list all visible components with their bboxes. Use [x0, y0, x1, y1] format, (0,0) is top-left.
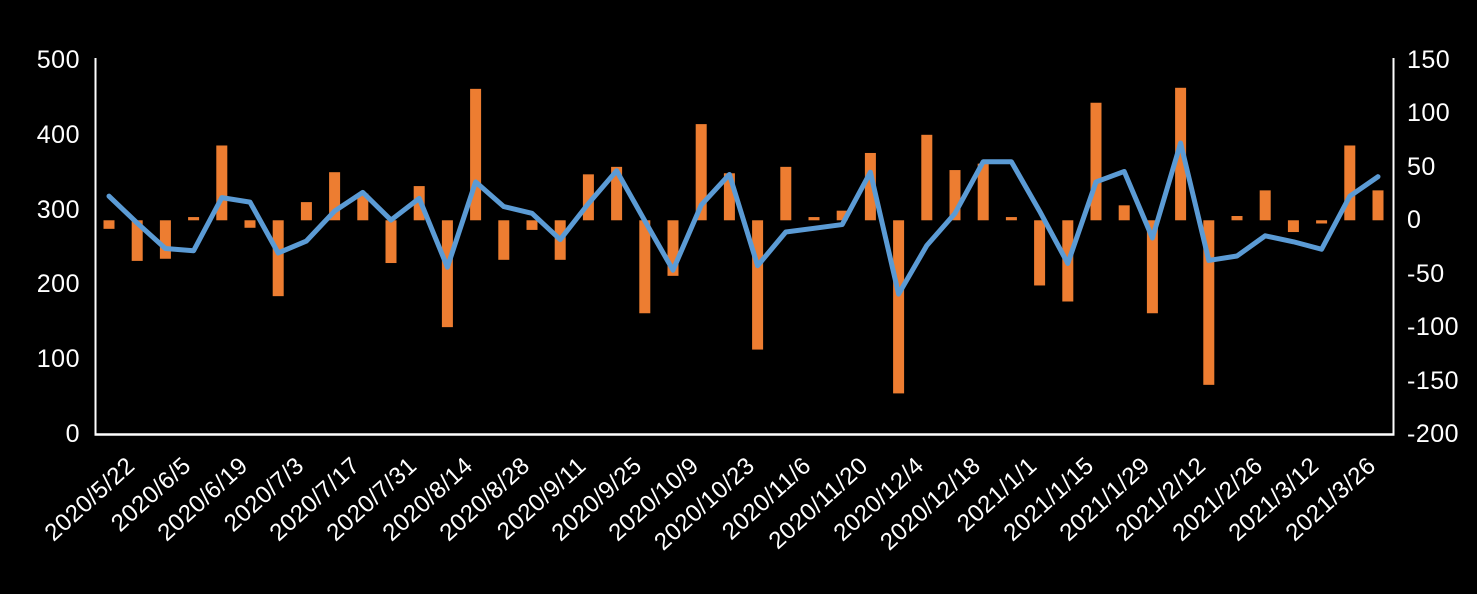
bar-2021/3/19 [1316, 220, 1328, 224]
bar-2021/3/12 [1287, 220, 1299, 233]
right-axis-tick--100: -100 [1407, 313, 1460, 342]
bar-2020/8/21 [470, 88, 482, 221]
bar-2021/2/12 [1175, 87, 1187, 221]
bar-2020/12/4 [893, 220, 905, 394]
right-axis-tick-0: 0 [1407, 206, 1422, 235]
right-axis-tick--200: -200 [1407, 420, 1460, 448]
left-axis-tick-500: 500 [36, 46, 80, 74]
bar-2020/11/27 [864, 152, 876, 221]
bar-2020/12/25 [977, 163, 989, 221]
bar-2020/5/22 [103, 220, 115, 229]
line-series [106, 140, 1381, 297]
bar-2020/9/25 [611, 166, 623, 221]
bar-2020/8/28 [498, 220, 510, 260]
bar-2020/10/30 [752, 220, 764, 350]
bar-2020/8/14 [441, 220, 453, 328]
bar-2021/1/22 [1090, 102, 1102, 221]
bar-2020/9/4 [526, 220, 538, 230]
right-axis-tick-150: 150 [1407, 46, 1451, 74]
bar-2020/7/10 [300, 202, 312, 221]
bar-2021/1/1 [1005, 217, 1017, 221]
right-axis-tick--50: -50 [1407, 259, 1445, 288]
left-axis-tick-400: 400 [36, 120, 80, 149]
bar-2020/12/18 [949, 170, 961, 221]
bar-2020/6/12 [188, 217, 200, 221]
bar-2020/9/18 [582, 174, 594, 221]
right-axis-tick-100: 100 [1407, 99, 1451, 128]
bar-2020/10/2 [639, 220, 651, 314]
left-axis-tick-0: 0 [65, 420, 80, 448]
bar-2020/11/20 [836, 210, 848, 221]
bar-2021/3/26 [1344, 145, 1356, 221]
left-axis-tick-200: 200 [36, 270, 80, 299]
bar-2020/7/24 [357, 193, 369, 221]
bar-2020/11/13 [808, 217, 820, 221]
bar-2021/1/8 [1034, 220, 1046, 286]
bar-2020/11/6 [780, 166, 792, 221]
bar-2020/10/9 [667, 220, 679, 276]
bar-2020/5/29 [131, 220, 143, 261]
bar-2020/6/5 [159, 220, 171, 259]
bar-2020/6/26 [244, 220, 256, 228]
left-axis-tick-100: 100 [36, 345, 80, 374]
bar-2021/4/2 [1372, 190, 1384, 221]
right-axis-tick-50: 50 [1407, 152, 1436, 181]
bar-2021/2/19 [1203, 220, 1215, 385]
bar-2020/7/3 [272, 220, 284, 297]
bar-2021/1/29 [1118, 205, 1130, 221]
bar-2021/2/26 [1231, 216, 1243, 221]
bar-2020/7/31 [385, 220, 397, 264]
bar-2020/6/19 [216, 145, 228, 221]
left-axis-tick-300: 300 [36, 195, 80, 224]
bar-2020/12/11 [921, 134, 933, 221]
bar-2021/3/5 [1259, 190, 1271, 221]
bar-2021/2/5 [1146, 220, 1158, 314]
bar-2020/10/16 [695, 124, 707, 221]
bar-2020/7/17 [329, 172, 341, 221]
bar-2020/10/23 [723, 173, 735, 221]
right-axis-tick--150: -150 [1407, 366, 1460, 395]
